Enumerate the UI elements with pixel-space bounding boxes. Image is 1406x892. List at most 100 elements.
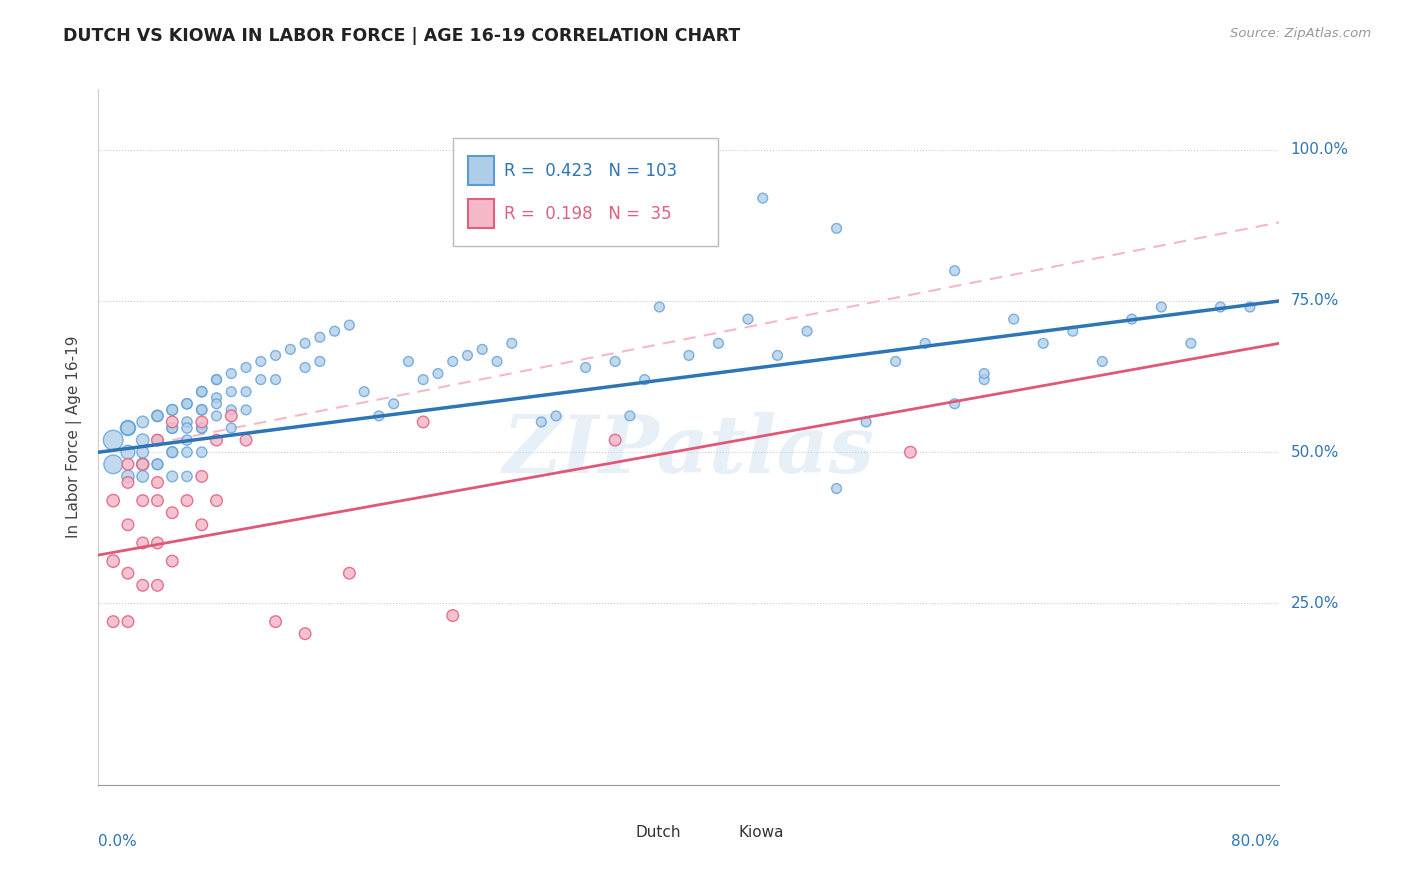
FancyBboxPatch shape (468, 156, 494, 186)
Point (191, 402, 214, 417)
Text: R =  0.423   N = 103: R = 0.423 N = 103 (503, 161, 676, 179)
Text: R =  0.198   N =  35: R = 0.198 N = 35 (503, 205, 671, 223)
Text: 80.0%: 80.0% (1232, 834, 1279, 848)
Point (943, 263, 966, 277)
Point (501, 336, 523, 351)
Point (205, 397, 228, 411)
Point (191, 415, 214, 429)
Point (546, 409, 568, 423)
Point (205, 373, 228, 387)
Point (176, 415, 198, 429)
Point (264, 615, 287, 629)
Point (146, 433, 169, 447)
Point (221, 384, 243, 399)
Point (117, 615, 139, 629)
Point (132, 415, 155, 429)
Point (103, 554, 125, 568)
Point (176, 445, 198, 459)
Point (280, 343, 302, 357)
Point (796, 324, 818, 338)
Point (323, 324, 346, 338)
Point (766, 348, 789, 362)
Point (1002, 312, 1025, 326)
Text: 0.0%: 0.0% (98, 834, 138, 848)
Point (1239, 300, 1261, 314)
Point (103, 493, 125, 508)
Point (309, 354, 332, 368)
Point (648, 300, 671, 314)
Point (191, 384, 214, 399)
Point (884, 354, 907, 368)
Point (1032, 336, 1054, 351)
Text: Source: ZipAtlas.com: Source: ZipAtlas.com (1230, 27, 1371, 40)
Point (162, 421, 183, 435)
Point (368, 409, 391, 423)
Point (605, 433, 627, 447)
FancyBboxPatch shape (453, 138, 718, 245)
Point (162, 445, 183, 459)
Text: 100.0%: 100.0% (1291, 142, 1348, 157)
Point (1091, 354, 1114, 368)
Point (250, 354, 273, 368)
Point (162, 402, 183, 417)
Point (530, 415, 553, 429)
Point (132, 458, 155, 472)
Point (176, 397, 198, 411)
Point (162, 469, 183, 483)
Point (146, 433, 169, 447)
Point (176, 433, 198, 447)
Point (914, 336, 936, 351)
Point (221, 402, 243, 417)
Point (294, 360, 316, 375)
Point (1209, 300, 1232, 314)
Point (900, 445, 922, 459)
Point (117, 475, 139, 490)
Point (973, 367, 995, 381)
Point (825, 221, 848, 235)
Point (205, 391, 228, 405)
Point (191, 421, 214, 435)
Point (235, 402, 257, 417)
Point (250, 373, 273, 387)
Point (339, 566, 361, 581)
Point (146, 409, 169, 423)
Point (619, 409, 641, 423)
Point (117, 458, 139, 472)
Point (162, 421, 183, 435)
Point (176, 469, 198, 483)
Point (117, 566, 139, 581)
Point (855, 415, 877, 429)
Point (103, 433, 125, 447)
Point (132, 458, 155, 472)
Point (678, 348, 700, 362)
Point (221, 367, 243, 381)
Point (205, 373, 228, 387)
Point (205, 409, 228, 423)
Point (707, 336, 730, 351)
Point (132, 469, 155, 483)
Point (132, 493, 155, 508)
Point (221, 409, 243, 423)
Text: 75.0%: 75.0% (1291, 293, 1339, 309)
Point (117, 469, 139, 483)
FancyBboxPatch shape (600, 820, 626, 844)
Point (471, 343, 494, 357)
Text: 25.0%: 25.0% (1291, 596, 1339, 611)
Point (176, 493, 198, 508)
Point (1062, 324, 1084, 338)
Text: Dutch: Dutch (636, 825, 682, 839)
Point (441, 608, 464, 623)
Point (575, 360, 598, 375)
Text: Kiowa: Kiowa (738, 825, 785, 839)
FancyBboxPatch shape (703, 820, 730, 844)
Point (294, 336, 316, 351)
Point (176, 397, 198, 411)
Point (382, 397, 405, 411)
Point (117, 517, 139, 532)
Point (162, 506, 183, 520)
Point (1150, 300, 1173, 314)
Point (737, 312, 759, 326)
Point (235, 433, 257, 447)
Text: 50.0%: 50.0% (1291, 445, 1339, 459)
Point (294, 626, 316, 640)
